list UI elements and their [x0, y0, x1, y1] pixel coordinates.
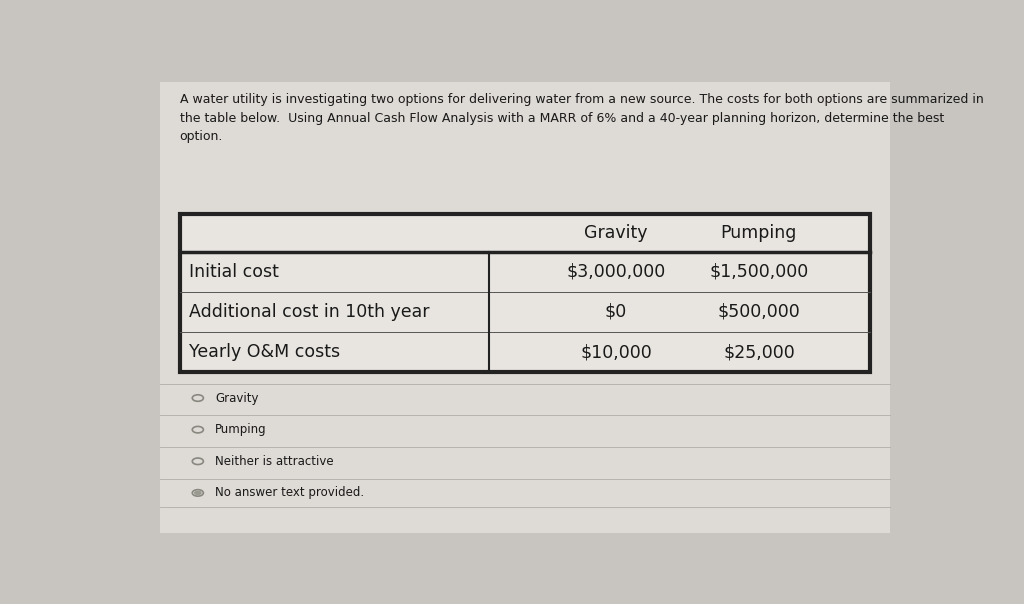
FancyBboxPatch shape	[160, 82, 890, 533]
Text: Pumping: Pumping	[721, 224, 797, 242]
Text: Gravity: Gravity	[585, 224, 648, 242]
Text: Yearly O&M costs: Yearly O&M costs	[189, 343, 340, 361]
Text: Neither is attractive: Neither is attractive	[215, 455, 334, 467]
FancyBboxPatch shape	[179, 214, 870, 373]
Text: Additional cost in 10th year: Additional cost in 10th year	[189, 303, 430, 321]
Text: $3,000,000: $3,000,000	[566, 263, 666, 281]
Text: No answer text provided.: No answer text provided.	[215, 486, 365, 500]
Text: $0: $0	[605, 303, 627, 321]
Circle shape	[193, 426, 204, 433]
Text: A water utility is investigating two options for delivering water from a new sou: A water utility is investigating two opt…	[179, 94, 983, 143]
Text: Pumping: Pumping	[215, 423, 267, 436]
Text: $1,500,000: $1,500,000	[710, 263, 809, 281]
Circle shape	[193, 395, 204, 401]
Text: $10,000: $10,000	[581, 343, 652, 361]
Text: $25,000: $25,000	[723, 343, 795, 361]
Circle shape	[193, 458, 204, 464]
Text: Initial cost: Initial cost	[189, 263, 279, 281]
Text: Gravity: Gravity	[215, 391, 259, 405]
Text: $500,000: $500,000	[718, 303, 801, 321]
Circle shape	[194, 490, 202, 495]
Circle shape	[193, 490, 204, 496]
